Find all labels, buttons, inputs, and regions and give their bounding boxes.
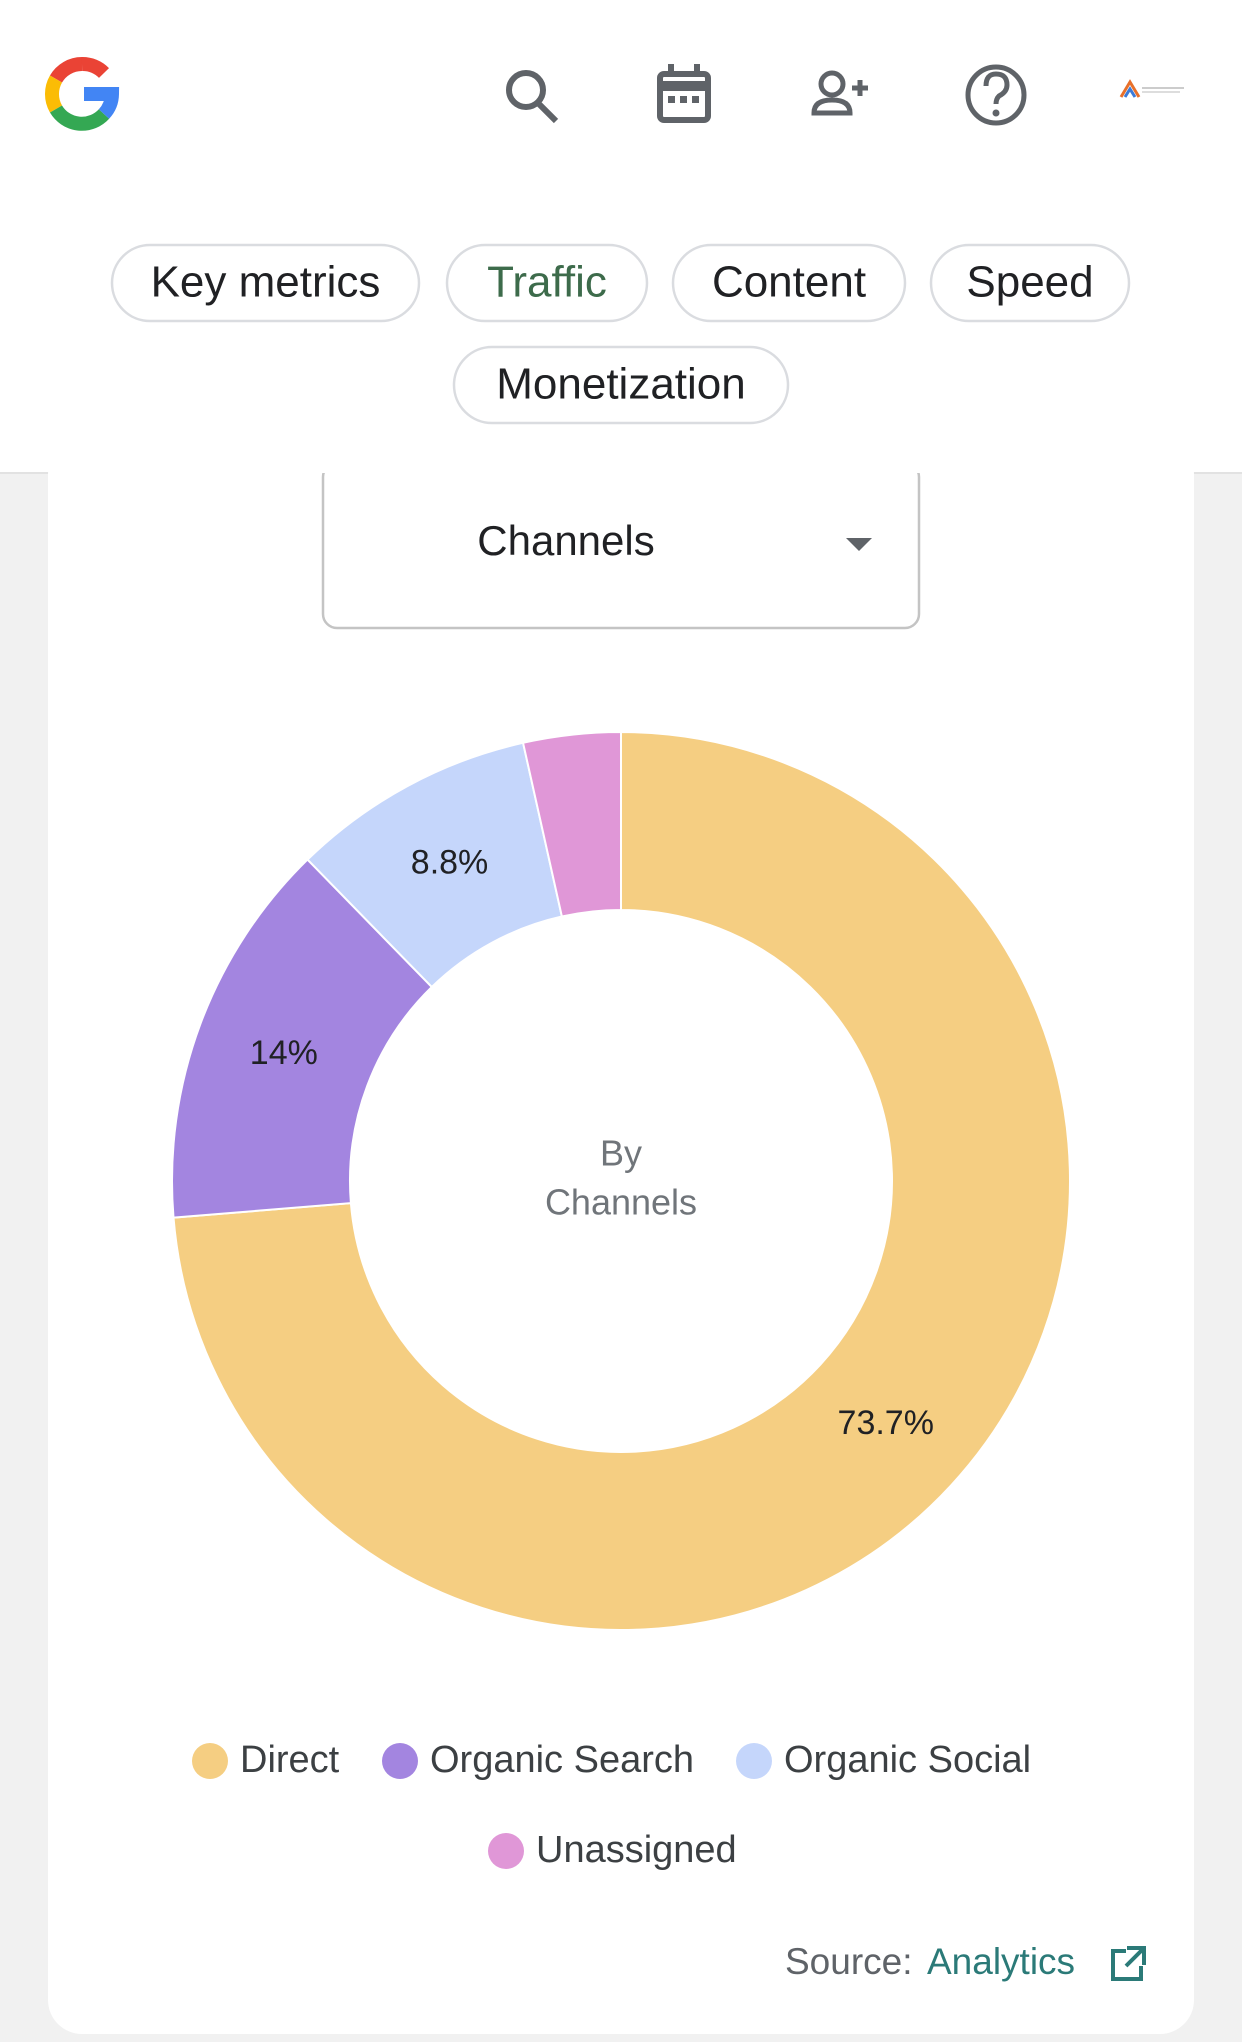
source-link[interactable]: Analytics <box>927 1941 1075 1982</box>
legend-label: Direct <box>240 1739 340 1781</box>
help-icon[interactable] <box>965 64 1027 126</box>
donut-slice <box>172 730 1071 1631</box>
tab-pill[interactable] <box>671 243 907 323</box>
slice-label: 8.8% <box>411 843 489 881</box>
slice-label: 14% <box>250 1034 318 1072</box>
legend-label: Unassigned <box>536 1829 737 1871</box>
tab-label[interactable]: Content <box>712 258 866 307</box>
account-avatar[interactable] <box>1119 79 1184 98</box>
dropdown-label: Channels <box>477 517 654 564</box>
tab-label[interactable]: Monetization <box>496 360 745 409</box>
add-person-icon[interactable] <box>811 70 868 116</box>
donut-slice <box>521 730 622 918</box>
dropdown-top-cover <box>320 440 922 473</box>
tab-label[interactable]: Speed <box>966 258 1093 307</box>
search-icon[interactable] <box>506 70 559 124</box>
calendar-icon[interactable] <box>657 64 711 123</box>
donut-slice <box>171 858 434 1219</box>
external-link-icon[interactable] <box>1111 1946 1146 1981</box>
legend-label: Organic Search <box>430 1739 694 1781</box>
slice-label: 73.7% <box>838 1404 934 1442</box>
legend-swatch <box>192 1743 228 1779</box>
tab-pill[interactable] <box>452 345 790 425</box>
tab-pill[interactable] <box>929 243 1131 323</box>
tab-pill[interactable] <box>445 243 649 323</box>
source-label: Source: <box>785 1941 913 1982</box>
google-logo[interactable] <box>45 56 120 131</box>
tab-label[interactable]: Key metrics <box>151 258 381 307</box>
legend-swatch <box>488 1833 524 1869</box>
legend-swatch <box>382 1743 418 1779</box>
legend-swatch <box>736 1743 772 1779</box>
tab-pill[interactable] <box>110 243 421 323</box>
center-label: Channels <box>545 1182 697 1223</box>
center-label: By <box>600 1133 642 1174</box>
tab-label[interactable]: Traffic <box>487 258 607 307</box>
dropdown-arrow <box>846 538 872 551</box>
legend-label: Organic Social <box>784 1739 1031 1781</box>
